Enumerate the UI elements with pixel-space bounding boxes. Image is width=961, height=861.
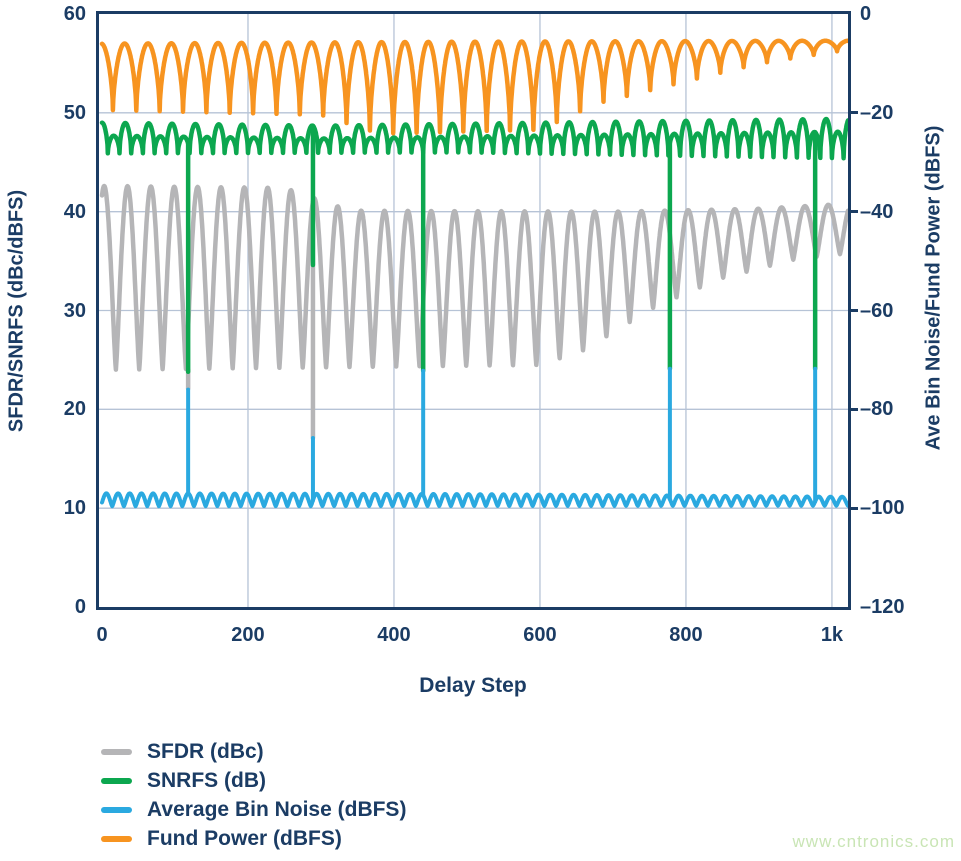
y-left-tick-label: 10 — [63, 497, 86, 520]
x-tick-label: 400 — [377, 624, 411, 646]
y-left-tick-label: 40 — [63, 200, 86, 223]
series-line-sfdr — [99, 183, 848, 372]
legend-item: SFDR (dBc) — [101, 737, 406, 766]
x-tick-label: 1k — [820, 624, 844, 646]
series-sfdr — [99, 183, 848, 441]
y-right-tick-label: –100 — [860, 497, 905, 520]
legend-item: Average Bin Noise (dBFS) — [101, 795, 406, 824]
y-left-tick-label: 20 — [63, 398, 86, 421]
plot-area — [96, 11, 851, 610]
legend-swatch — [101, 748, 132, 755]
legend-item: SNRFS (dB) — [101, 766, 406, 795]
legend-swatch — [101, 835, 132, 842]
y-right-tick-mark — [851, 111, 858, 115]
y-right-tick-mark — [851, 506, 858, 510]
legend-label: Average Bin Noise (dBFS) — [147, 797, 407, 821]
x-tick-label: 0 — [96, 624, 108, 646]
legend-label: SNRFS (dB) — [147, 768, 266, 792]
x-tick-label: 600 — [523, 624, 557, 646]
legend-swatch — [101, 777, 132, 784]
watermark: www.cntronics.com — [792, 832, 955, 851]
series-noise — [100, 366, 848, 509]
y-right-tick-label: –40 — [860, 200, 894, 223]
y-right-tick-mark — [851, 210, 858, 214]
y-left-tick-label: 50 — [63, 101, 86, 124]
x-axis-title: Delay Step — [419, 674, 527, 697]
y-left-tick-label: 60 — [63, 3, 86, 25]
series-line-noise — [100, 491, 848, 509]
y-left-tick-label: 30 — [63, 299, 86, 322]
y-right-tick-mark — [851, 309, 858, 312]
legend-item: Fund Power (dBFS) — [101, 824, 406, 853]
x-tick-label: 200 — [231, 624, 265, 646]
y-right-tick-mark — [851, 407, 858, 411]
y-right-tick-label: –120 — [860, 596, 905, 618]
y-right-tick-label: –20 — [860, 101, 894, 124]
series-line-fund — [99, 38, 848, 136]
y-right-tick-label: 0 — [860, 3, 872, 25]
plot-canvas — [99, 14, 848, 607]
legend-label: Fund Power (dBFS) — [147, 826, 342, 850]
x-tick-label: 800 — [669, 624, 703, 646]
series-line-snrfs — [99, 116, 848, 161]
y-left-tick-label: 0 — [74, 596, 86, 618]
series-fund — [99, 38, 848, 136]
y-right-tick-label: –60 — [860, 299, 894, 322]
legend: SFDR (dBc) SNRFS (dB) Average Bin Noise (d… — [101, 737, 406, 853]
series-snrfs — [99, 116, 848, 375]
y-right-tick-label: –80 — [860, 398, 894, 421]
legend-label: SFDR (dBc) — [147, 739, 264, 763]
legend-swatch — [101, 806, 132, 813]
